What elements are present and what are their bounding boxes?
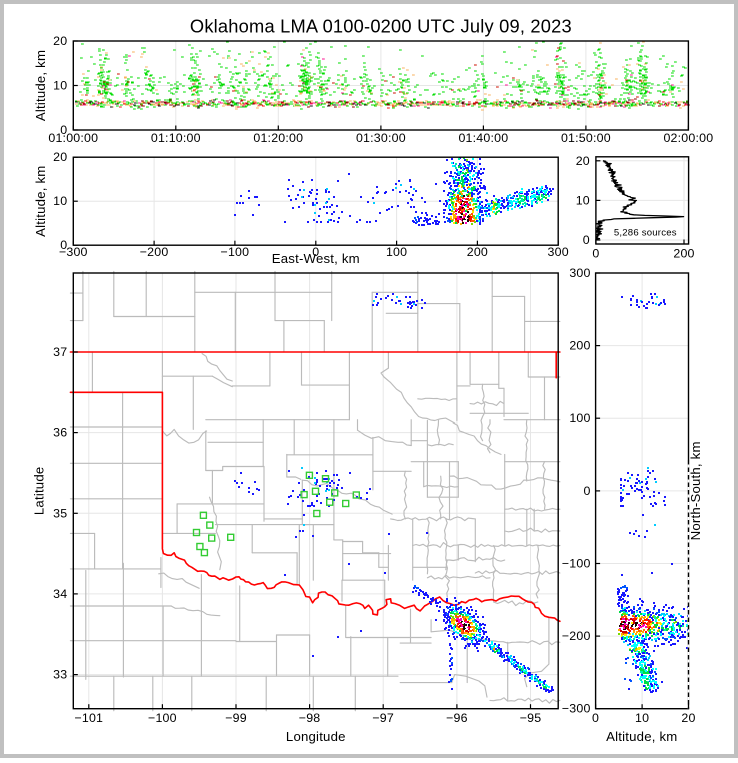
svg-text:01:10:00: 01:10:00 (151, 131, 201, 145)
svg-text:5,286 sources: 5,286 sources (614, 228, 677, 239)
svg-text:Longitude: Longitude (286, 729, 346, 744)
svg-text:0: 0 (583, 233, 590, 247)
svg-text:East-West, km: East-West, km (272, 251, 360, 266)
svg-text:Altitude, km: Altitude, km (33, 50, 48, 121)
svg-text:300: 300 (569, 266, 590, 280)
svg-text:−300: −300 (59, 245, 88, 259)
svg-text:200: 200 (569, 339, 590, 353)
svg-text:02:00:00: 02:00:00 (663, 131, 713, 145)
svg-text:Altitude, km: Altitude, km (606, 729, 677, 744)
svg-text:−95: −95 (520, 711, 542, 725)
svg-text:37: 37 (53, 345, 67, 359)
svg-text:0: 0 (584, 484, 591, 498)
svg-text:−200: −200 (140, 245, 169, 259)
svg-text:Latitude: Latitude (32, 467, 47, 516)
svg-text:01:20:00: 01:20:00 (253, 131, 303, 145)
svg-text:0: 0 (312, 245, 319, 259)
svg-text:01:40:00: 01:40:00 (458, 131, 508, 145)
svg-text:20: 20 (53, 34, 67, 48)
svg-text:−97: −97 (372, 711, 394, 725)
svg-text:01:50:00: 01:50:00 (561, 131, 611, 145)
svg-text:20: 20 (681, 711, 695, 725)
svg-text:North-South, km: North-South, km (688, 441, 703, 540)
svg-text:Altitude, km: Altitude, km (33, 166, 48, 237)
svg-text:100: 100 (386, 245, 407, 259)
svg-text:0: 0 (592, 247, 599, 261)
svg-text:300: 300 (548, 245, 569, 259)
svg-text:−100: −100 (562, 557, 591, 571)
svg-text:200: 200 (467, 245, 488, 259)
svg-text:10: 10 (576, 193, 590, 207)
svg-text:−101: −101 (74, 711, 103, 725)
svg-text:33: 33 (53, 668, 67, 682)
svg-text:10: 10 (53, 194, 67, 208)
svg-text:−96: −96 (446, 711, 468, 725)
svg-text:10: 10 (53, 79, 67, 93)
svg-text:01:00:00: 01:00:00 (48, 131, 98, 145)
svg-text:Oklahoma LMA 0100-0200 UTC Jul: Oklahoma LMA 0100-0200 UTC July 09, 2023 (190, 15, 572, 36)
svg-text:−200: −200 (562, 629, 591, 643)
svg-text:35: 35 (53, 506, 67, 520)
svg-text:200: 200 (673, 247, 694, 261)
svg-text:0: 0 (60, 238, 67, 252)
svg-text:36: 36 (53, 426, 67, 440)
svg-text:0: 0 (592, 711, 599, 725)
svg-text:34: 34 (53, 587, 67, 601)
svg-text:−100: −100 (148, 711, 177, 725)
svg-text:20: 20 (53, 150, 67, 164)
svg-text:−100: −100 (221, 245, 250, 259)
svg-text:−98: −98 (299, 711, 321, 725)
svg-text:−99: −99 (225, 711, 247, 725)
svg-text:−300: −300 (562, 702, 591, 716)
svg-text:0: 0 (60, 123, 67, 137)
svg-text:20: 20 (576, 154, 590, 168)
svg-text:10: 10 (635, 711, 649, 725)
svg-text:01:30:00: 01:30:00 (356, 131, 406, 145)
svg-text:100: 100 (569, 411, 590, 425)
